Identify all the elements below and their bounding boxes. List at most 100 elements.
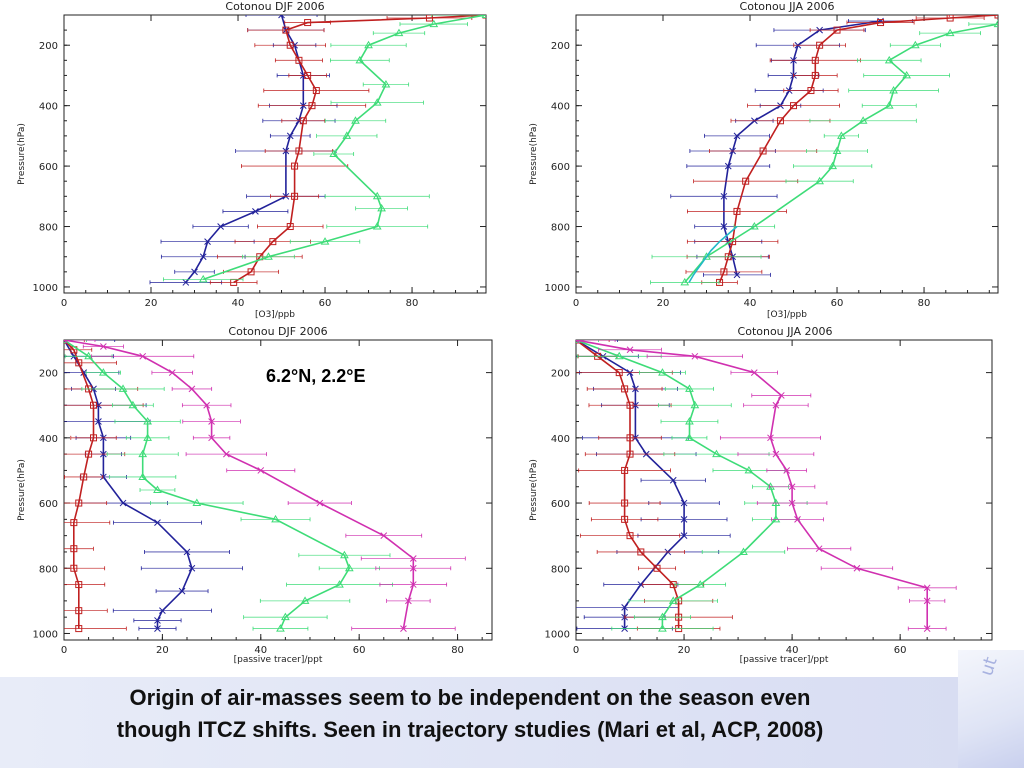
y-tick-label: 600 <box>39 162 58 173</box>
data-point <box>85 450 93 458</box>
location-label: 6.2°N, 2.2°E <box>266 366 366 386</box>
data-point <box>733 271 741 279</box>
data-point <box>143 433 153 441</box>
data-point <box>100 473 107 481</box>
x-axis-label: [passive tracer]/ppt <box>740 655 829 665</box>
data-point <box>168 369 176 376</box>
data-point <box>308 102 316 110</box>
series-line <box>64 340 95 629</box>
x-tick-label: 0 <box>61 645 67 656</box>
data-point <box>626 532 634 540</box>
data-point <box>75 359 83 367</box>
data-point <box>429 19 439 28</box>
data-point <box>626 346 634 354</box>
data-point <box>154 625 161 632</box>
data-point <box>626 434 634 442</box>
data-point <box>720 192 728 200</box>
series-line <box>723 20 881 276</box>
data-point <box>680 532 688 540</box>
data-point <box>100 343 107 350</box>
data-point <box>75 607 83 615</box>
data-point <box>790 102 798 110</box>
caption-background <box>0 677 1024 768</box>
data-point <box>70 564 78 572</box>
data-point <box>119 499 127 507</box>
data-point <box>75 625 83 633</box>
data-point <box>400 625 407 632</box>
data-point <box>222 450 230 458</box>
plot-frame <box>575 14 999 294</box>
y-tick-label: 400 <box>551 102 570 113</box>
chart-tracer-djf: Cotonou DJF 2006 0 20 40 60 80 200 400 600 800 100… <box>0 322 500 668</box>
data-point <box>183 548 191 556</box>
data-point <box>208 434 215 442</box>
data-point <box>772 401 780 409</box>
data-point <box>425 15 433 22</box>
plot-area <box>149 15 486 286</box>
data-point <box>621 515 629 523</box>
y-tick-label: 1000 <box>545 283 570 294</box>
data-point <box>637 548 645 556</box>
data-point <box>64 340 68 344</box>
data-point <box>286 41 294 49</box>
y-tick-label: 400 <box>551 434 570 445</box>
x-axis-label: [passive tracer]/ppt <box>234 655 323 665</box>
data-point <box>84 351 93 360</box>
series-2 <box>163 15 486 283</box>
data-point <box>877 19 885 27</box>
data-point <box>75 581 83 589</box>
data-point <box>690 400 700 409</box>
data-point <box>344 563 354 572</box>
data-point <box>316 499 324 507</box>
data-point <box>90 434 98 442</box>
chart-title: Cotonou JJA 2006 <box>738 325 833 338</box>
x-tick-label: 20 <box>145 298 158 309</box>
series-line <box>185 15 305 283</box>
chart-svg-tracer-jja: Cotonou JJA 2006 0 20 40 60 200 400 600 800 1000 [… <box>529 325 993 665</box>
data-point <box>380 532 388 540</box>
data-point <box>902 70 912 79</box>
data-point <box>858 116 868 124</box>
y-tick-label: 1000 <box>33 629 58 640</box>
data-point <box>98 368 108 376</box>
data-point <box>299 117 307 125</box>
data-point <box>247 268 255 276</box>
x-tick-label: 20 <box>156 645 169 656</box>
data-point <box>626 450 634 458</box>
data-point <box>945 28 955 37</box>
x-tick-label: 20 <box>678 645 691 656</box>
y-tick-label: 1000 <box>545 629 570 640</box>
data-point <box>744 465 754 474</box>
series-1 <box>685 15 998 286</box>
data-point <box>837 131 846 139</box>
data-point <box>828 161 838 170</box>
x-tick-label: 60 <box>353 645 366 656</box>
data-point <box>217 223 224 230</box>
slide-caption: Origin of air-masses seem to be independ… <box>0 682 940 746</box>
data-point <box>766 482 775 490</box>
x-axis-label: [O3]/ppb <box>255 310 295 320</box>
data-point <box>159 607 166 615</box>
data-point <box>576 340 580 344</box>
series-2 <box>576 340 808 632</box>
data-point <box>154 519 161 526</box>
data-point <box>138 472 148 480</box>
series-line <box>684 23 998 283</box>
data-point <box>783 467 791 474</box>
x-tick-label: 40 <box>232 298 245 309</box>
data-point <box>680 499 688 507</box>
series-2 <box>64 340 393 632</box>
x-tick-label: 20 <box>657 298 670 309</box>
data-point <box>208 418 215 425</box>
data-point <box>351 116 360 124</box>
data-point <box>70 545 78 553</box>
data-point <box>833 26 841 34</box>
data-point <box>372 191 382 200</box>
data-point <box>286 223 294 231</box>
plot-frame <box>63 339 493 641</box>
data-point <box>807 87 815 95</box>
data-point <box>372 222 382 230</box>
x-tick-label: 80 <box>451 645 464 656</box>
data-point <box>291 192 299 200</box>
data-point <box>90 401 98 409</box>
